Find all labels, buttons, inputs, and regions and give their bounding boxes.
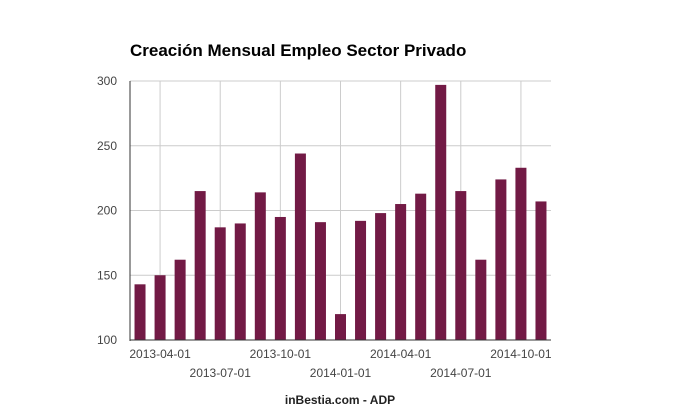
bar	[194, 191, 206, 340]
bar	[475, 259, 487, 340]
bar	[314, 222, 326, 340]
y-tick-label: 100	[97, 333, 117, 347]
x-tick-label: 2013-07-01	[190, 366, 252, 380]
y-tick-label: 300	[97, 74, 117, 88]
grid	[130, 80, 551, 341]
bar	[174, 259, 186, 340]
bar	[515, 167, 527, 340]
bar	[214, 227, 226, 340]
y-tick-label: 200	[97, 204, 117, 218]
x-tick-label: 2013-10-01	[250, 347, 312, 361]
bar	[294, 153, 306, 340]
x-tick-label: 2014-04-01	[370, 347, 432, 361]
bar	[535, 201, 547, 340]
bar	[395, 204, 407, 340]
bar	[274, 216, 286, 340]
bar	[455, 191, 467, 340]
source-note: inBestia.com - ADP	[285, 393, 395, 407]
bar	[154, 275, 166, 340]
bars	[134, 84, 547, 340]
y-tick-label: 250	[97, 139, 117, 153]
bar	[355, 220, 367, 340]
axes	[129, 81, 551, 341]
x-tick-label: 2014-07-01	[430, 366, 492, 380]
tick-labels: 100 150 200 250 300 2013-04-01 2013-07-01 2013-…	[97, 74, 552, 380]
bar	[254, 192, 266, 340]
bar	[134, 284, 146, 340]
bar	[375, 213, 387, 340]
bar	[415, 193, 427, 340]
chart-title: Creación Mensual Empleo Sector Privado	[130, 41, 466, 60]
x-tick-label: 2014-10-01	[490, 347, 552, 361]
bar	[435, 84, 447, 340]
x-tick-label: 2014-01-01	[310, 366, 372, 380]
bar	[495, 179, 507, 340]
y-tick-label: 150	[97, 268, 117, 282]
bar	[335, 314, 346, 340]
bar	[234, 223, 246, 340]
x-tick-label: 2013-04-01	[129, 347, 191, 361]
